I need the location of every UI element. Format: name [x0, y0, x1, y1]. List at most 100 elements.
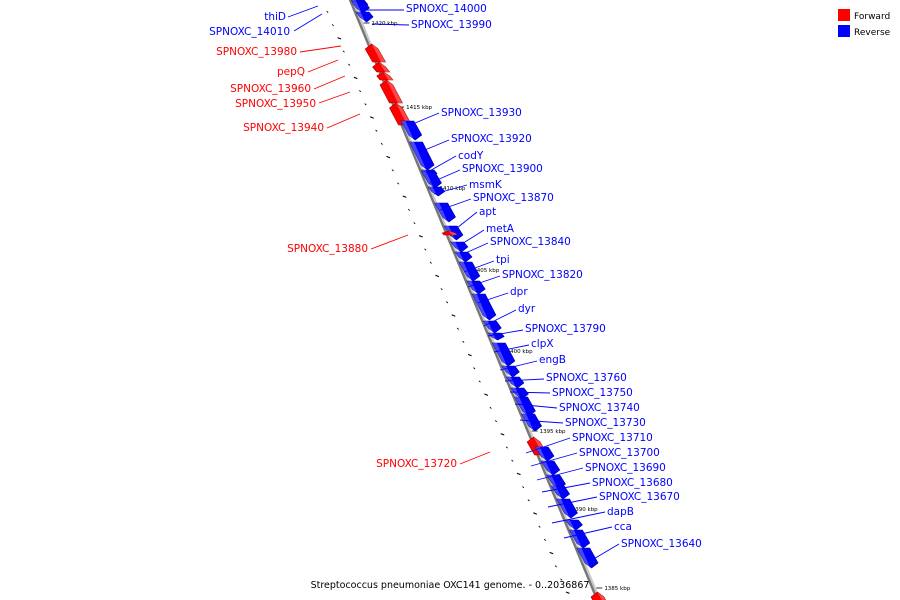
gene-leader-line — [429, 169, 461, 184]
gene-glyph[interactable] — [376, 71, 394, 81]
gene-leader-line — [439, 198, 472, 211]
gene-leader-line — [493, 344, 530, 353]
gene-label[interactable]: SPNOXC_13690 — [585, 462, 666, 474]
gene-glyph[interactable] — [590, 591, 611, 600]
gene-label[interactable]: SPNOXC_13880 — [287, 243, 368, 255]
gene-label[interactable]: SPNOXC_13820 — [502, 269, 583, 281]
gene-label[interactable]: dyr — [518, 303, 536, 315]
gene-leader-line — [371, 23, 410, 26]
scale-dash — [440, 288, 443, 291]
gene-label[interactable]: codY — [458, 150, 484, 162]
tick-label: 1400 kbp — [507, 349, 533, 355]
gene-label[interactable]: metA — [486, 223, 515, 235]
scale-dash — [446, 301, 449, 304]
gene-label[interactable]: dapB — [607, 506, 634, 518]
gene-leader-line — [467, 275, 501, 288]
gene-glyph[interactable] — [441, 230, 458, 236]
scale-dash — [386, 155, 391, 159]
gene-label[interactable]: SPNOXC_13930 — [441, 107, 522, 119]
gene-label[interactable]: clpX — [531, 338, 554, 350]
gene-glyph[interactable] — [372, 61, 391, 73]
gene-glyph[interactable] — [364, 43, 387, 63]
gene-glyph[interactable] — [491, 342, 516, 367]
scale-dash — [522, 486, 525, 489]
gene-leader-line — [451, 211, 478, 233]
gene-leader-line — [463, 260, 495, 273]
label-layer: thiD SPNOXC_14010 SPNOXC_14000 SPNOXC_13990… — [209, 3, 702, 561]
legend-forward-label: Forward — [854, 12, 890, 22]
tick-label: 1385 kbp — [604, 586, 630, 592]
gene-glyph[interactable] — [400, 120, 423, 141]
gene-label[interactable]: cca — [614, 521, 632, 533]
gene-glyph[interactable] — [427, 186, 446, 197]
gene-label[interactable]: apt — [479, 206, 496, 218]
gene-glyph[interactable] — [466, 280, 486, 295]
gene-label[interactable]: SPNOXC_13940 — [243, 122, 324, 134]
gene-glyph[interactable] — [454, 251, 473, 263]
gene-label[interactable]: SPNOXC_13720 — [376, 458, 457, 470]
gene-glyph[interactable] — [534, 446, 555, 462]
gene-label[interactable]: SPNOXC_13710 — [572, 432, 653, 444]
scale-dash — [402, 195, 407, 198]
gene-label[interactable]: SPNOXC_13670 — [599, 491, 680, 503]
gene-label[interactable]: SPNOXC_13680 — [592, 477, 673, 489]
gene-glyph[interactable] — [471, 293, 497, 321]
gene-glyph[interactable] — [576, 547, 599, 569]
tick-label: 1395 kbp — [540, 429, 566, 435]
scale-dash — [369, 116, 374, 119]
gene-label[interactable]: SPNOXC_13730 — [565, 417, 646, 429]
gene-glyph[interactable] — [505, 376, 525, 389]
gene-leader-line — [487, 329, 524, 337]
gene-label[interactable]: SPNOXC_13900 — [462, 163, 543, 175]
gene-label[interactable]: SPNOXC_13950 — [235, 98, 316, 110]
gene-label[interactable]: SPNOXC_13990 — [411, 19, 492, 31]
gene-glyph[interactable] — [434, 202, 456, 223]
gene-glyph[interactable] — [514, 396, 536, 417]
gene-label[interactable]: SPNOXC_13750 — [552, 387, 633, 399]
gene-glyph[interactable] — [521, 413, 543, 432]
gene-label[interactable]: SPNOXC_13700 — [579, 447, 660, 459]
gene-glyph[interactable] — [450, 241, 469, 253]
scale-dash — [418, 235, 423, 238]
gene-glyph[interactable] — [510, 387, 529, 400]
tick-label: 1405 kbp — [473, 268, 499, 274]
scale-dash — [533, 512, 538, 515]
gene-glyph[interactable] — [458, 261, 481, 282]
gene-label[interactable]: SPNOXC_13960 — [230, 83, 311, 95]
gene-glyph[interactable] — [540, 460, 561, 476]
gene-leader-line — [313, 75, 346, 90]
gene-label[interactable]: SPNOXC_13980 — [216, 46, 297, 58]
scale-dash — [375, 129, 378, 132]
gene-label[interactable]: SPNOXC_13920 — [451, 133, 532, 145]
gene-label[interactable]: pepQ — [277, 66, 305, 78]
gene-label[interactable]: thiD — [264, 11, 286, 23]
gene-glyph[interactable] — [409, 141, 435, 171]
gene-glyph[interactable] — [568, 529, 591, 549]
scale-dash — [331, 24, 334, 27]
gene-glyph[interactable] — [564, 519, 583, 531]
scale-dash — [505, 446, 508, 449]
gene-leader-line — [547, 496, 598, 508]
gene-label[interactable]: engB — [539, 354, 566, 366]
gene-label[interactable]: SPNOXC_13760 — [546, 372, 627, 384]
gene-glyph[interactable] — [379, 79, 403, 104]
gene-glyph[interactable] — [389, 102, 413, 126]
gene-label[interactable]: SPNOXC_13870 — [473, 192, 554, 204]
gene-label[interactable]: SPNOXC_13790 — [525, 323, 606, 335]
legend-forward-swatch — [838, 9, 850, 21]
gene-leader-line — [509, 391, 551, 394]
gene-label[interactable]: msmK — [469, 179, 503, 191]
gene-label[interactable]: dpr — [510, 286, 528, 298]
scale-dash — [516, 472, 521, 476]
scale-dash — [560, 578, 563, 581]
gene-leader-line — [536, 467, 584, 481]
gene-label[interactable]: SPNOXC_14000 — [406, 3, 487, 15]
gene-label[interactable]: SPNOXC_14010 — [209, 26, 290, 38]
gene-label[interactable]: SPNOXC_13740 — [559, 402, 640, 414]
gene-label[interactable]: tpi — [496, 254, 510, 266]
gene-label[interactable]: SPNOXC_13640 — [621, 538, 702, 550]
gene-glyph[interactable] — [355, 11, 374, 23]
scale-dash — [429, 261, 432, 264]
scale-dash — [565, 591, 570, 594]
gene-label[interactable]: SPNOXC_13840 — [490, 236, 571, 248]
